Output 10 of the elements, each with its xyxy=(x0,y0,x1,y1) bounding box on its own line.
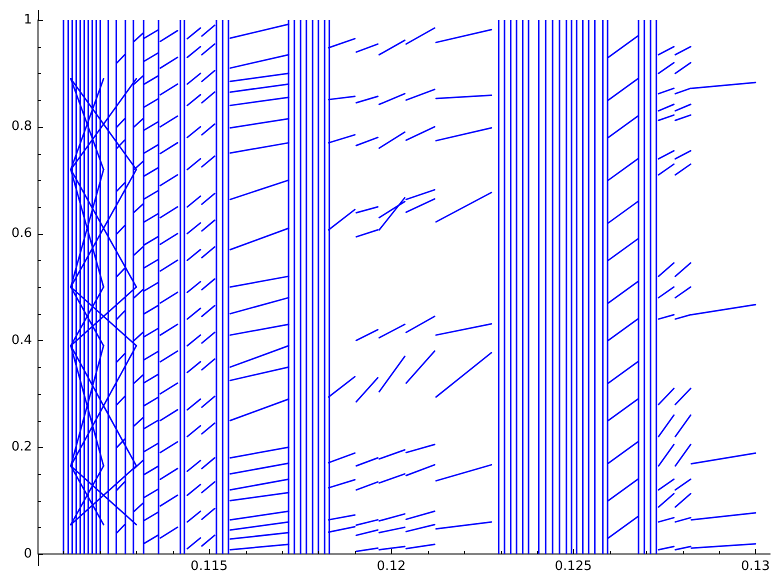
y-tick-label: 0.8 xyxy=(11,119,32,134)
x-tick-label: 0.13 xyxy=(740,559,770,574)
y-tick-label: 0.6 xyxy=(11,226,32,241)
y-tick-label: 0 xyxy=(24,546,32,562)
x-tick-label: 0.12 xyxy=(376,559,406,574)
y-tick-label: 1 xyxy=(24,12,32,28)
x-tick-label: 0.115 xyxy=(190,559,228,574)
x-tick-label: 0.125 xyxy=(554,559,592,574)
y-tick-label: 0.2 xyxy=(11,440,32,455)
y-tick-label: 0.4 xyxy=(11,332,32,348)
